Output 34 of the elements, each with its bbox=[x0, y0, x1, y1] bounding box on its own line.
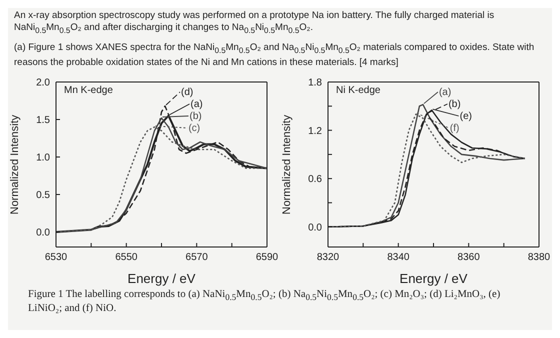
legend-label: (b) bbox=[190, 110, 202, 122]
x-axis-title: Energy / eV bbox=[128, 270, 196, 286]
x-tick-label: 8380 bbox=[528, 252, 551, 263]
y-tick-label: 0.6 bbox=[308, 174, 322, 185]
annotation: Mn K-edge bbox=[64, 84, 113, 96]
text: Figure 1 The labelling corresponds to (a) NaNi$_{0.5}$Mn$_{0.5}$O₂; (b) Na$_{0.5}$Ni$_{0.5}$Mn$_{0.5}$O₂; (c) Mn₂O₃; (d) Li₂MnO₃, (e) LiNiO₂; and (f) NiO. bbox=[28, 288, 500, 314]
x-tick-label: 8320 bbox=[316, 252, 340, 263]
chart-title: An x-ray absorption spectroscopy study was performed on a prototype Na ion battery. The fully charged material is NaNi$_{0.5}$Mn$_{0.5}$O₂ and after discharging it changes to Na$_{0.5}$Ni$_{0.5}$Mn$_{0.5}$O₂. bbox=[14, 10, 494, 35]
x-tick-label: 8360 bbox=[458, 252, 480, 263]
x-tick-label: 6530 bbox=[44, 252, 68, 263]
legend-label: (a) bbox=[438, 86, 452, 98]
y-axis-title: Normalized Intensity bbox=[280, 114, 293, 214]
legend-label: (e) bbox=[460, 110, 472, 122]
x-tick-label: 6570 bbox=[186, 252, 208, 263]
y-tick-label: 1.2 bbox=[308, 126, 322, 137]
legend-label: (d) bbox=[181, 86, 194, 98]
x-tick-label: 6550 bbox=[115, 252, 138, 263]
legend-label: (a) bbox=[190, 98, 203, 110]
annotation: Ni K-edge bbox=[336, 84, 380, 96]
x-tick-label: 8340 bbox=[387, 252, 410, 263]
y-tick-label: 0.5 bbox=[36, 190, 50, 201]
y-tick-label: 2.0 bbox=[36, 77, 50, 88]
y-axis-title: Normalized Intensity bbox=[8, 114, 21, 214]
y-tick-label: 0.0 bbox=[308, 222, 322, 234]
x-axis-title: Energy / eV bbox=[400, 270, 468, 286]
legend-label: (b) bbox=[448, 98, 461, 110]
text: (a) Figure 1 shows XANES spectra for the NaNi$_{0.5}$Mn$_{0.5}$O₂ and Na$_{0.5}$Ni$_{0.5}$Mn$_{0.5}$O₂ materials compared to oxides. State with reasons the probable oxidation states of the Ni and Mn cations in these materials. [4 marks] bbox=[14, 42, 534, 68]
y-tick-label: 1.5 bbox=[36, 114, 50, 126]
y-tick-label: 1.8 bbox=[308, 77, 322, 88]
y-tick-label: 1.0 bbox=[36, 152, 50, 164]
series-label: (f) bbox=[450, 122, 460, 134]
x-tick-label: 6590 bbox=[256, 252, 279, 263]
y-tick-label: 0.0 bbox=[36, 227, 50, 238]
legend-label: (c) bbox=[188, 122, 200, 134]
